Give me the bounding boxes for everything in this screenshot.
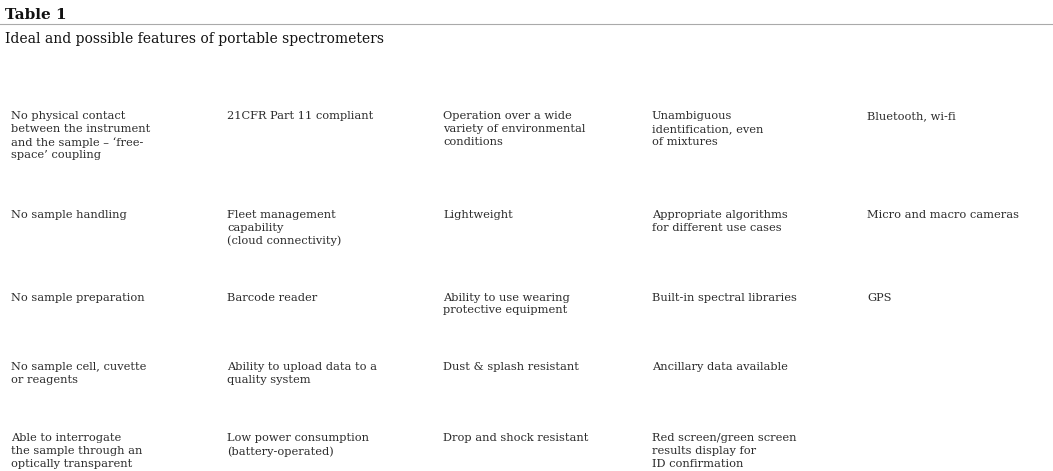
- Text: Ancillary data available: Ancillary data available: [652, 363, 788, 373]
- Text: Built-in spectral libraries: Built-in spectral libraries: [652, 292, 797, 302]
- Text: Micro and macro cameras: Micro and macro cameras: [867, 210, 1019, 219]
- Text: No sample handling: No sample handling: [12, 210, 127, 219]
- Text: Low power consumption
(battery-operated): Low power consumption (battery-operated): [227, 433, 370, 456]
- Text: No sample preparation: No sample preparation: [12, 292, 145, 302]
- Text: Bluetooth, wi-fi: Bluetooth, wi-fi: [867, 111, 956, 121]
- Text: Additional Features: Additional Features: [867, 79, 1002, 92]
- Text: Barcode reader: Barcode reader: [227, 292, 318, 302]
- Text: Environment: Environment: [443, 79, 533, 92]
- Text: Dust & splash resistant: Dust & splash resistant: [443, 363, 579, 373]
- Text: Logistics: Logistics: [227, 79, 289, 92]
- Text: No physical contact
between the instrument
and the sample – ‘free-
space’ coupli: No physical contact between the instrume…: [12, 111, 151, 161]
- Text: Ability to use wearing
protective equipment: Ability to use wearing protective equipm…: [443, 292, 570, 316]
- Text: Lightweight: Lightweight: [443, 210, 513, 219]
- Text: Appropriate algorithms
for different use cases: Appropriate algorithms for different use…: [652, 210, 788, 233]
- Text: Table 1: Table 1: [5, 8, 66, 22]
- Text: Ideal and possible features of portable spectrometers: Ideal and possible features of portable …: [5, 32, 384, 46]
- Text: No sample cell, cuvette
or reagents: No sample cell, cuvette or reagents: [12, 363, 146, 385]
- Text: Ability to upload data to a
quality system: Ability to upload data to a quality syst…: [227, 363, 377, 385]
- Text: Able to interrogate
the sample through an
optically transparent
container: Able to interrogate the sample through a…: [12, 433, 143, 471]
- Text: Sampling: Sampling: [12, 79, 77, 92]
- Text: Results: Results: [652, 79, 703, 92]
- Text: Fleet management
capability
(cloud connectivity): Fleet management capability (cloud conne…: [227, 210, 342, 246]
- Text: Drop and shock resistant: Drop and shock resistant: [443, 433, 589, 443]
- Text: 21CFR Part 11 compliant: 21CFR Part 11 compliant: [227, 111, 374, 121]
- Text: Operation over a wide
variety of environmental
conditions: Operation over a wide variety of environ…: [443, 111, 585, 146]
- Text: Unambiguous
identification, even
of mixtures: Unambiguous identification, even of mixt…: [652, 111, 763, 146]
- Text: GPS: GPS: [867, 292, 892, 302]
- Text: Red screen/green screen
results display for
ID confirmation: Red screen/green screen results display …: [652, 433, 796, 469]
